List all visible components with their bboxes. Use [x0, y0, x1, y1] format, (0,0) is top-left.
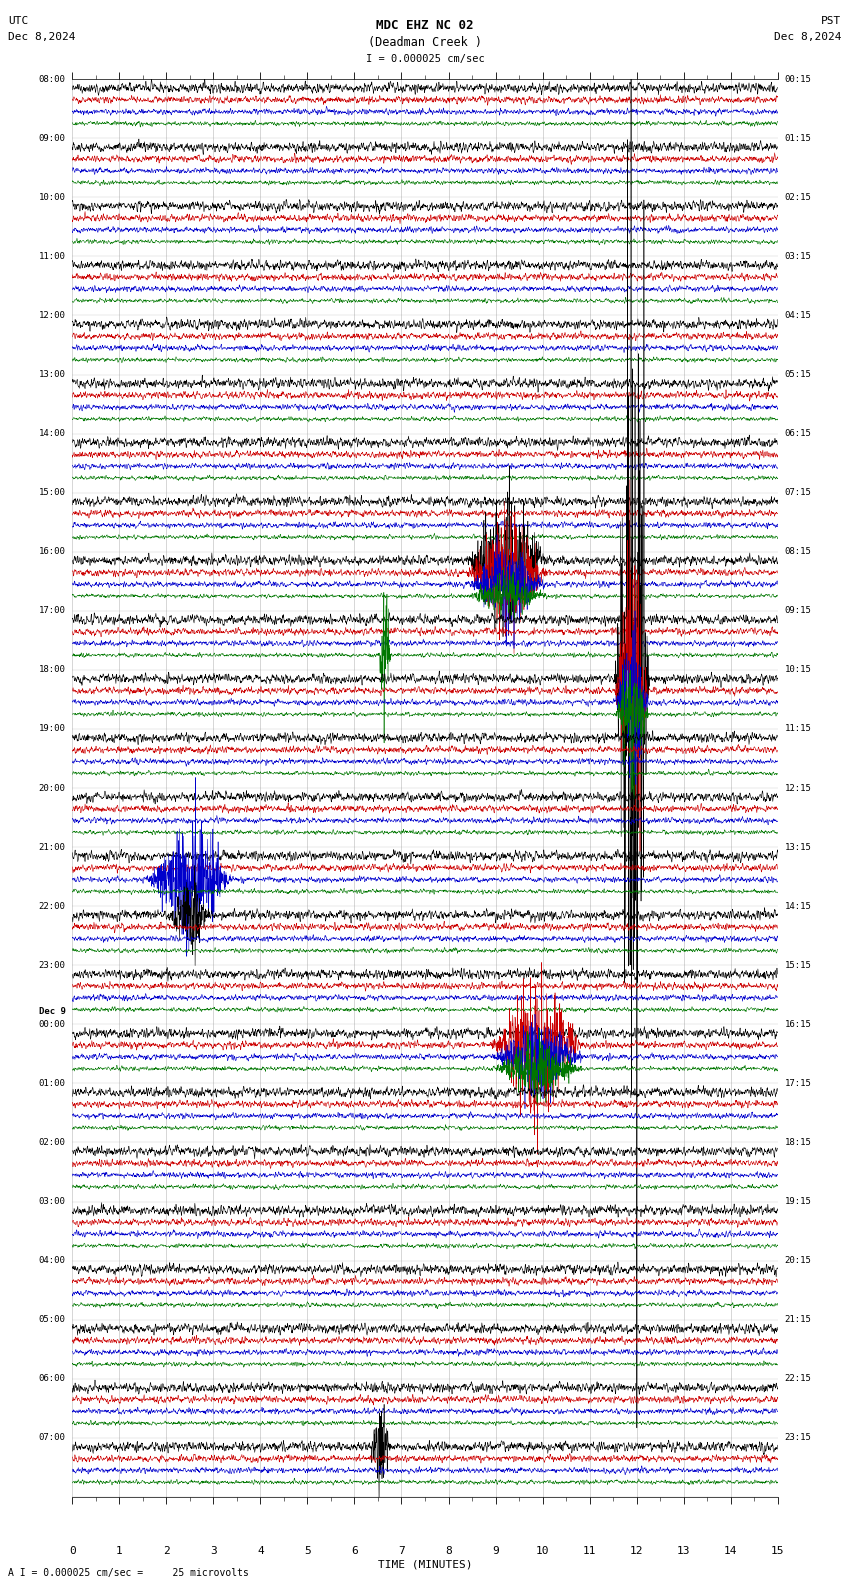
- Text: Dec 8,2024: Dec 8,2024: [774, 32, 842, 41]
- Text: MDC EHZ NC 02: MDC EHZ NC 02: [377, 19, 473, 32]
- Text: (Deadman Creek ): (Deadman Creek ): [368, 36, 482, 49]
- Text: 06:00: 06:00: [38, 1375, 65, 1383]
- Text: 15:00: 15:00: [38, 488, 65, 497]
- Text: 21:15: 21:15: [785, 1315, 812, 1324]
- Text: 02:00: 02:00: [38, 1137, 65, 1147]
- Text: 04:00: 04:00: [38, 1256, 65, 1266]
- Text: 17:15: 17:15: [785, 1079, 812, 1088]
- Text: 01:15: 01:15: [785, 133, 812, 143]
- Text: 15:15: 15:15: [785, 961, 812, 969]
- Text: 18:00: 18:00: [38, 665, 65, 675]
- Text: 03:00: 03:00: [38, 1198, 65, 1205]
- Text: Dec 8,2024: Dec 8,2024: [8, 32, 76, 41]
- Text: 11:15: 11:15: [785, 724, 812, 733]
- Text: Dec 9: Dec 9: [38, 1007, 65, 1017]
- Text: 08:15: 08:15: [785, 546, 812, 556]
- Text: 13:15: 13:15: [785, 843, 812, 852]
- Text: 05:00: 05:00: [38, 1315, 65, 1324]
- Text: 09:15: 09:15: [785, 607, 812, 615]
- Text: PST: PST: [821, 16, 842, 25]
- Text: 16:00: 16:00: [38, 546, 65, 556]
- Text: 07:00: 07:00: [38, 1434, 65, 1443]
- Text: 10:15: 10:15: [785, 665, 812, 675]
- Text: I = 0.000025 cm/sec: I = 0.000025 cm/sec: [366, 54, 484, 63]
- Text: A I = 0.000025 cm/sec =     25 microvolts: A I = 0.000025 cm/sec = 25 microvolts: [8, 1568, 249, 1578]
- Text: 13:00: 13:00: [38, 371, 65, 379]
- Text: 22:00: 22:00: [38, 901, 65, 911]
- Text: 06:15: 06:15: [785, 429, 812, 439]
- Text: 02:15: 02:15: [785, 193, 812, 201]
- Text: 08:00: 08:00: [38, 74, 65, 84]
- Text: 03:15: 03:15: [785, 252, 812, 261]
- Text: 01:00: 01:00: [38, 1079, 65, 1088]
- Text: 09:00: 09:00: [38, 133, 65, 143]
- Text: 21:00: 21:00: [38, 843, 65, 852]
- Text: 20:00: 20:00: [38, 784, 65, 792]
- Text: 11:00: 11:00: [38, 252, 65, 261]
- Text: 16:15: 16:15: [785, 1020, 812, 1030]
- Text: 00:00: 00:00: [38, 1020, 65, 1030]
- Text: 23:15: 23:15: [785, 1434, 812, 1443]
- Text: 19:00: 19:00: [38, 724, 65, 733]
- Text: 14:00: 14:00: [38, 429, 65, 439]
- Text: 07:15: 07:15: [785, 488, 812, 497]
- Text: 18:15: 18:15: [785, 1137, 812, 1147]
- Text: 12:15: 12:15: [785, 784, 812, 792]
- X-axis label: TIME (MINUTES): TIME (MINUTES): [377, 1560, 473, 1570]
- Text: 10:00: 10:00: [38, 193, 65, 201]
- Text: 00:15: 00:15: [785, 74, 812, 84]
- Text: 17:00: 17:00: [38, 607, 65, 615]
- Text: 19:15: 19:15: [785, 1198, 812, 1205]
- Text: UTC: UTC: [8, 16, 29, 25]
- Text: 12:00: 12:00: [38, 310, 65, 320]
- Text: 20:15: 20:15: [785, 1256, 812, 1266]
- Text: 22:15: 22:15: [785, 1375, 812, 1383]
- Text: 14:15: 14:15: [785, 901, 812, 911]
- Text: 04:15: 04:15: [785, 310, 812, 320]
- Text: 23:00: 23:00: [38, 961, 65, 969]
- Text: 05:15: 05:15: [785, 371, 812, 379]
